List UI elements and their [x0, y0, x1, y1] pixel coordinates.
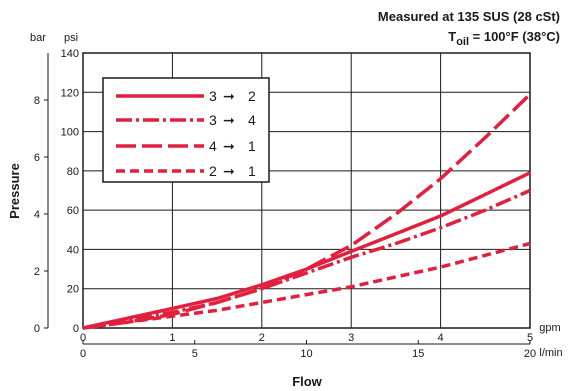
annotation-line2: Toil = 100°F (38°C) — [448, 29, 560, 48]
legend-label-from: 2 — [209, 163, 217, 179]
legend: 3 ➞ 2 3 ➞ 4 4 ➞ 1 2 ➞ 1 — [102, 77, 270, 183]
annotation-sub: oil — [456, 36, 469, 48]
legend-label-from: 4 — [209, 138, 217, 154]
y-primary-tick-label: 100 — [61, 127, 79, 139]
annotation-line1: Measured at 135 SUS (28 cSt) — [378, 9, 560, 24]
x-secondary-tick-label: 20 — [524, 348, 536, 360]
x-primary-tick-label: 0 — [80, 332, 86, 344]
series-lines — [82, 93, 532, 330]
y-primary-tick-label: 120 — [61, 87, 79, 99]
y-primary-tick-label: 140 — [61, 48, 79, 60]
series-line-3-2 — [82, 171, 531, 330]
legend-label-from: 3 — [209, 88, 217, 104]
x-primary-tick-label: 4 — [438, 332, 444, 344]
y-primary-tick-label: 80 — [67, 166, 79, 178]
legend-label-to: 2 — [248, 88, 256, 104]
x-primary-tick-label: 2 — [259, 332, 265, 344]
annotation-t: T — [448, 29, 456, 44]
x-secondary-tick-label: 5 — [192, 348, 198, 360]
legend-arrow: ➞ — [223, 163, 235, 179]
y-secondary-tick-label: 0 — [34, 323, 40, 335]
x-primary-tick-label: 3 — [348, 332, 354, 344]
x-primary-tick-label: 1 — [169, 332, 175, 344]
y-primary-unit: psi — [64, 32, 78, 44]
x-secondary-tick-label: 10 — [300, 348, 312, 360]
legend-items: 3 ➞ 2 3 ➞ 4 4 ➞ 1 2 ➞ 1 — [116, 88, 256, 179]
y-secondary-tick-label: 6 — [34, 152, 40, 164]
y-primary-tick-label: 20 — [67, 284, 79, 296]
annotation-rest: = 100°F (38°C) — [469, 29, 560, 44]
legend-label-to: 1 — [248, 138, 256, 154]
x-secondary-tick-label: 0 — [80, 348, 86, 360]
x-secondary-unit: l/min — [539, 347, 562, 359]
y-secondary-unit: bar — [30, 32, 46, 44]
legend-arrow: ➞ — [223, 112, 235, 128]
x-primary-unit: gpm — [539, 322, 560, 334]
legend-arrow: ➞ — [223, 138, 235, 154]
y-secondary-tick-label: 4 — [34, 209, 40, 221]
legend-label-from: 3 — [209, 112, 217, 128]
legend-label-to: 4 — [248, 112, 256, 128]
x-axis-title: Flow — [292, 374, 322, 389]
legend-box — [102, 77, 270, 183]
y-secondary-tick-label: 8 — [34, 95, 40, 107]
x-primary-tick-label: 5 — [527, 332, 533, 344]
x-secondary-tick-label: 15 — [412, 348, 424, 360]
y-primary-tick-label: 60 — [67, 205, 79, 217]
y-primary-tick-label: 0 — [73, 323, 79, 335]
series-line-3-4 — [82, 188, 531, 330]
legend-arrow: ➞ — [223, 88, 235, 104]
y-secondary-tick-label: 2 — [34, 266, 40, 278]
legend-label-to: 1 — [248, 163, 256, 179]
series-line-2-1 — [82, 241, 531, 330]
y-axis-title: Pressure — [7, 163, 22, 219]
y-primary-tick-label: 40 — [67, 244, 79, 256]
